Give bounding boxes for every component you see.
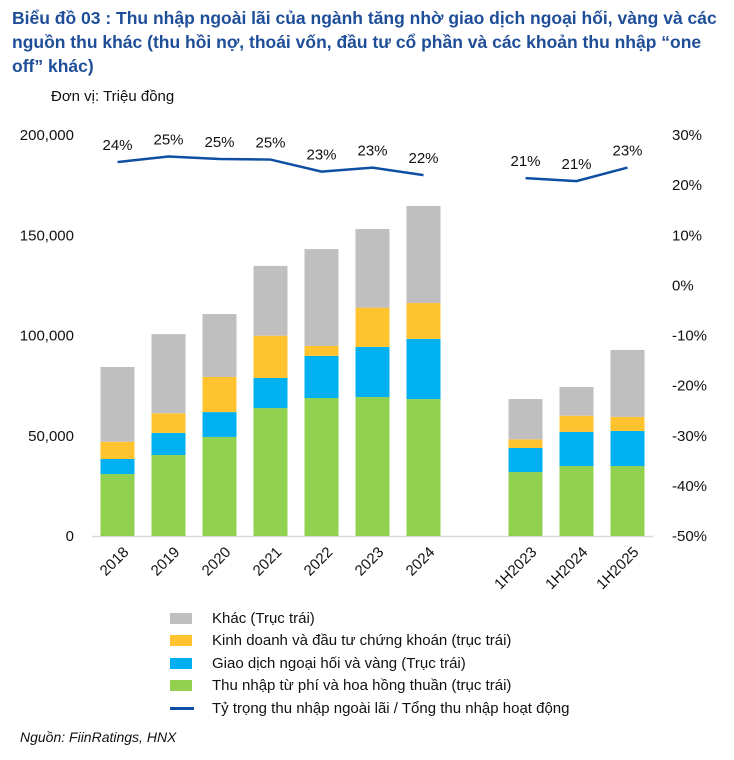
bar-segment bbox=[100, 459, 135, 475]
bar-segment bbox=[508, 472, 543, 536]
y-tick-label: 50,000 bbox=[28, 428, 74, 445]
legend-swatch bbox=[170, 657, 192, 669]
x-tick-label: 2024 bbox=[403, 544, 439, 580]
bar-segment bbox=[610, 349, 645, 417]
data-label: 25% bbox=[204, 134, 234, 151]
y2-tick-label: 30% bbox=[672, 127, 702, 144]
bar-segment bbox=[559, 387, 594, 416]
bar-segment bbox=[508, 439, 543, 448]
x-tick-label: 2020 bbox=[199, 544, 235, 580]
line-series bbox=[117, 155, 424, 177]
line-series bbox=[525, 166, 628, 183]
y2-tick-label: 20% bbox=[672, 177, 702, 194]
bar-segment bbox=[151, 432, 186, 455]
bar-segment bbox=[151, 334, 186, 414]
source-note: Nguồn: FiinRatings, HNX bbox=[20, 729, 177, 745]
y-tick-label: 150,000 bbox=[20, 227, 74, 244]
x-tick-label: 2019 bbox=[148, 544, 184, 580]
bar-segment bbox=[304, 355, 339, 399]
bar-segment bbox=[355, 346, 390, 398]
bar-segment bbox=[610, 416, 645, 431]
bar-segment bbox=[355, 229, 390, 308]
bar-segment bbox=[151, 413, 186, 433]
y2-tick-label: -20% bbox=[672, 378, 707, 395]
legend-label: Kinh doanh và đầu tư chứng khoán (trục t… bbox=[212, 632, 512, 650]
legend-label: Giao dịch ngoại hối và vàng (Trục trái) bbox=[212, 654, 466, 672]
bar-segment bbox=[100, 441, 135, 460]
y-tick-label: 100,000 bbox=[20, 328, 74, 345]
data-label: 23% bbox=[612, 143, 642, 160]
bar-segment bbox=[355, 307, 390, 347]
unit-label: Đơn vị: Triệu đồng bbox=[51, 88, 175, 105]
legend-item: Thu nhập từ phí và hoa hồng thuần (trục … bbox=[170, 675, 570, 698]
bar-segment bbox=[253, 265, 288, 336]
legend-swatch bbox=[170, 680, 192, 692]
bar-segment bbox=[100, 366, 135, 442]
data-label: 25% bbox=[255, 135, 285, 152]
legend-label: Khác (Trục trái) bbox=[212, 609, 315, 627]
bar-segment bbox=[253, 378, 288, 409]
x-tick-label: 2021 bbox=[250, 544, 286, 580]
y2-tick-label: -40% bbox=[672, 478, 707, 495]
y2-tick-label: 0% bbox=[672, 277, 694, 294]
bar-segment bbox=[508, 399, 543, 440]
bar-segment bbox=[100, 474, 135, 536]
legend-swatch bbox=[170, 635, 192, 647]
data-label: 25% bbox=[153, 132, 183, 149]
y2-tick-label: -10% bbox=[672, 328, 707, 345]
legend-item: Tỷ trọng thu nhập ngoài lãi / Tổng thu n… bbox=[170, 697, 570, 720]
x-tick-label: 2022 bbox=[301, 544, 337, 580]
bar-segment bbox=[304, 345, 339, 356]
y2-tick-label: 10% bbox=[672, 227, 702, 244]
bar-segment bbox=[406, 205, 441, 304]
data-label: 24% bbox=[102, 137, 132, 154]
bar-segment bbox=[406, 303, 441, 339]
bar-segment bbox=[406, 399, 441, 536]
data-label: 21% bbox=[561, 156, 591, 173]
bar-segment bbox=[151, 454, 186, 536]
legend-item: Khác (Trục trái) bbox=[170, 607, 570, 630]
bar-segment bbox=[253, 408, 288, 536]
x-tick-label: 1H2024 bbox=[542, 544, 591, 593]
bar-segment bbox=[559, 466, 594, 536]
bar-segment bbox=[610, 466, 645, 536]
bar-segment bbox=[559, 431, 594, 467]
legend-item: Giao dịch ngoại hối và vàng (Trục trái) bbox=[170, 652, 570, 675]
x-tick-label: 1H2023 bbox=[491, 544, 540, 593]
bar-segment bbox=[355, 397, 390, 536]
bar-segment bbox=[202, 412, 237, 437]
x-tick-label: 2018 bbox=[97, 544, 133, 580]
bar-segment bbox=[406, 338, 441, 400]
x-tick-label: 1H2025 bbox=[593, 544, 642, 593]
bar-segment bbox=[610, 430, 645, 467]
bar-segment bbox=[508, 447, 543, 473]
chart-title: Biểu đồ 03 : Thu nhập ngoài lãi của ngàn… bbox=[12, 8, 717, 76]
legend-label: Thu nhập từ phí và hoa hồng thuần (trục … bbox=[212, 677, 512, 695]
bar-segment bbox=[202, 314, 237, 378]
bar-segment bbox=[559, 415, 594, 432]
bar-segment bbox=[304, 249, 339, 346]
data-label: 22% bbox=[408, 150, 438, 167]
y-tick-label: 0 bbox=[66, 528, 74, 545]
y2-tick-label: -30% bbox=[672, 428, 707, 445]
legend-label: Tỷ trọng thu nhập ngoài lãi / Tổng thu n… bbox=[212, 699, 570, 717]
legend-swatch bbox=[170, 612, 192, 624]
bar-segment bbox=[253, 335, 288, 379]
y-tick-label: 200,000 bbox=[20, 127, 74, 144]
legend: Khác (Trục trái) Kinh doanh và đầu tư chứ… bbox=[170, 607, 570, 720]
bar-segment bbox=[202, 436, 237, 536]
data-label: 21% bbox=[510, 153, 540, 170]
bar-segment bbox=[202, 377, 237, 413]
bar-segment bbox=[304, 398, 339, 536]
legend-line-swatch bbox=[170, 707, 194, 710]
data-label: 23% bbox=[357, 143, 387, 160]
data-label: 23% bbox=[306, 147, 336, 164]
x-tick-label: 2023 bbox=[352, 544, 388, 580]
legend-item: Kinh doanh và đầu tư chứng khoán (trục t… bbox=[170, 630, 570, 653]
y2-tick-label: -50% bbox=[672, 528, 707, 545]
